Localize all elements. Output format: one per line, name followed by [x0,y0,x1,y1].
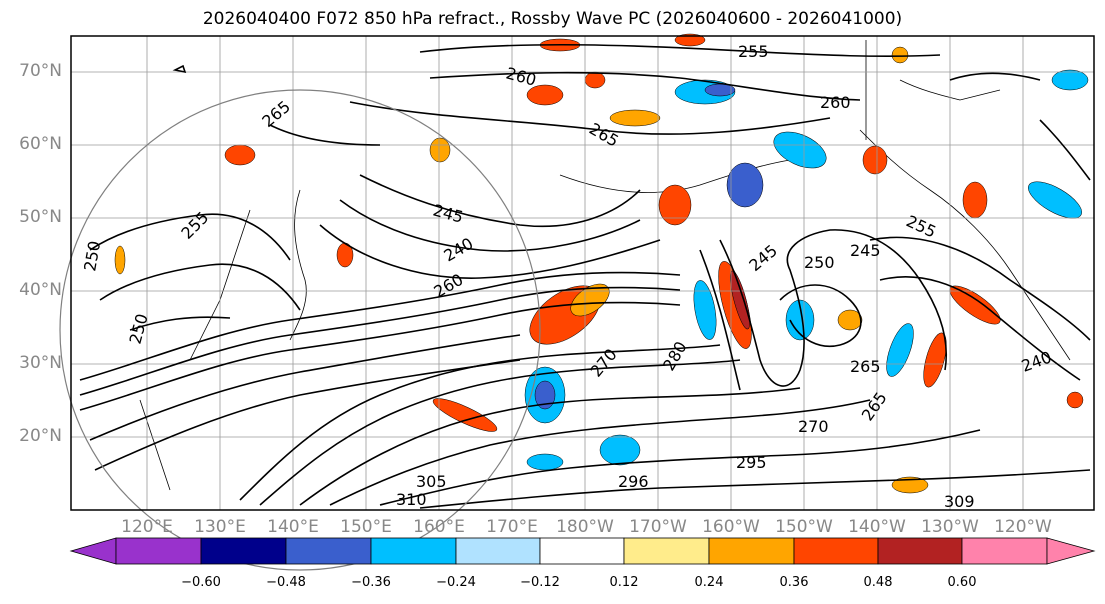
colorbar-tick-label: 0.60 [947,575,977,590]
lon-label: 120°W [994,517,1052,537]
colorbar-swatch [455,537,541,565]
lon-label: 150°E [340,517,392,537]
lon-label: 120°E [121,517,173,537]
lat-label: 20°N [19,426,62,446]
lon-label: 150°W [775,517,833,537]
anomaly-shading [114,33,1089,494]
colorbar-tick-label: −0.60 [181,575,221,590]
lat-label: 50°N [19,207,62,227]
lon-label: 180°W [556,517,614,537]
contour-label: 305 [416,472,447,491]
colorbar-extend-low [69,537,117,565]
lat-label: 40°N [19,280,62,300]
colorbar-swatch [708,537,795,565]
contour-label: 309 [944,492,975,511]
map-frame [70,35,1095,511]
colorbar-tick-label: 0.12 [609,575,639,590]
colorbar-swatch [877,537,963,565]
contour-label: 270 [798,417,829,436]
lon-label: 140°W [848,517,906,537]
colorbar-tick-label: 0.36 [779,575,809,590]
colorbar-tick-label: −0.48 [266,575,306,590]
colorbar-swatch [961,537,1048,565]
colorbar-extend-high [1046,537,1096,565]
colorbar-swatch [793,537,879,565]
contour-label: 295 [736,453,767,472]
lon-label: 130°E [194,517,246,537]
lon-label: 140°E [267,517,319,537]
contour-label: 310 [396,490,427,509]
colorbar-swatch [623,537,710,565]
contour-label: 260 [820,93,851,112]
lon-label: 160°W [702,517,760,537]
gridlines [71,36,1094,510]
colorbar-tick-label: −0.12 [520,575,560,590]
contour-label: 250 [804,253,835,272]
colorbar-swatch [115,537,202,565]
colorbar-swatch [200,537,287,565]
lon-label: 130°W [921,517,979,537]
contour-label: 265 [850,357,881,376]
colorbar-tick-label: −0.24 [436,575,476,590]
lat-label: 60°N [19,134,62,154]
map-title: 2026040400 F072 850 hPa refract., Rossby… [202,9,903,29]
colorbar-swatch [370,537,457,565]
projection-outline [59,89,541,571]
colorbar-swatch [285,537,372,565]
contour-label: 255 [738,42,769,61]
lon-label: 170°W [629,517,687,537]
contour-label: 296 [618,472,649,491]
colorbar-tick-label: 0.48 [863,575,893,590]
colorbar-tick-label: −0.36 [351,575,391,590]
lon-label: 170°E [486,517,538,537]
lat-label: 70°N [19,61,62,81]
colorbar-tick-label: 0.24 [694,575,724,590]
lon-label: 160°E [413,517,465,537]
lat-label: 30°N [19,353,62,373]
contour-label: 245 [850,241,881,260]
colorbar [69,537,1096,565]
contour-lines [79,43,1091,509]
map-panel: 255 260 260 265 265 245 240 255 250 260 … [59,33,1095,571]
colorbar-swatch [539,537,625,565]
